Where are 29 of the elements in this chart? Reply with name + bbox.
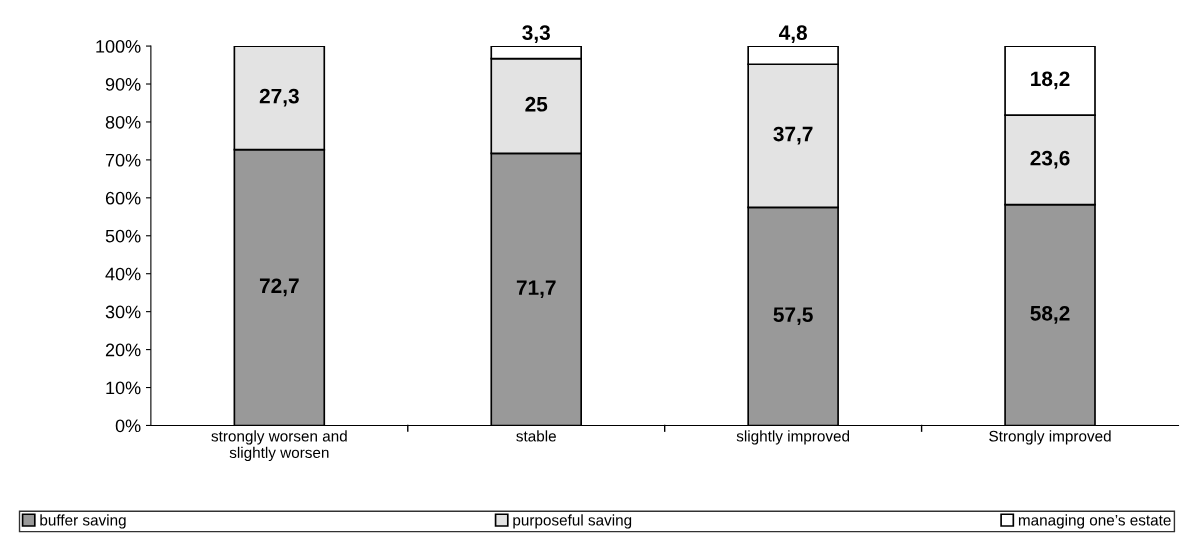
x-tick-label: stable [516,430,556,442]
y-tick-label: 80% [105,115,141,129]
y-tick-label: 10% [106,381,141,395]
data-label: 57,5 [773,307,813,326]
y-tick-label: 100% [96,40,141,53]
x-tick-label: Strongly improved [989,430,1111,445]
y-tick-label: 20% [105,343,141,357]
y-tick-label: 40% [105,267,141,281]
data-label: 25 [525,96,548,112]
data-label: 71,7 [516,280,556,299]
data-label: 58,2 [1030,305,1070,324]
data-label: 3,3 [522,25,550,44]
y-tick-label: 50% [105,229,141,243]
y-tick-label: 90% [105,77,141,91]
data-label: 23,6 [1030,150,1070,169]
legend-label: managing one’s estate [1018,514,1171,529]
legend-label: purposeful saving [513,514,632,529]
data-label: 37,7 [773,126,813,145]
y-tick-label: 60% [105,191,141,205]
data-label: 4,8 [778,25,807,44]
data-label: 27,3 [259,88,299,107]
data-label: 72,7 [259,278,299,297]
x-tick-label: slightly improved [736,430,850,445]
data-label: 18,2 [1031,71,1070,90]
x-tick-label: strongly worsen and slightly worsen [211,430,347,462]
y-tick-label: 30% [105,305,141,319]
legend-label: buffer saving [40,514,126,529]
y-tick-label: 70% [105,153,141,167]
y-tick-label: 0% [115,419,141,433]
